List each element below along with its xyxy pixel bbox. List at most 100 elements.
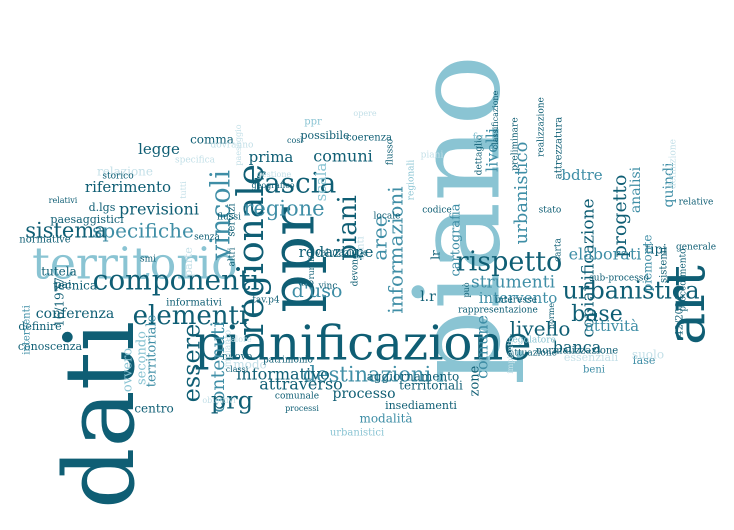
cloud-word: piano	[389, 55, 527, 386]
cloud-word: devono	[351, 254, 361, 287]
cloud-word: insediamenti	[385, 399, 457, 412]
cloud-word: d.lgs	[89, 201, 116, 214]
cloud-word: centro	[134, 402, 173, 416]
cloud-word: relazione	[97, 165, 153, 179]
cloud-word: parte	[182, 247, 195, 277]
cloud-word: possibile	[300, 129, 349, 142]
cloud-word: informazioni	[384, 186, 408, 313]
cloud-word: 42/2004	[675, 295, 686, 337]
cloud-word: lr	[429, 250, 443, 260]
cloud-word: dovranno	[211, 141, 254, 151]
cloud-word: informativo	[236, 365, 330, 384]
cloud-word: conoscenza	[18, 340, 83, 353]
cloud-word: preliminare	[511, 117, 521, 170]
cloud-word: opere	[353, 109, 376, 118]
cloud-word: intervento	[479, 289, 558, 307]
cloud-word: stato	[539, 206, 562, 216]
cloud-word: paesaggistici	[50, 213, 124, 226]
cloud-word: riferimento	[85, 178, 171, 196]
cloud-word: flusso	[386, 139, 396, 165]
cloud-word: prima	[249, 148, 294, 166]
cloud-word: zone	[468, 365, 483, 396]
cloud-word: codice	[422, 206, 451, 216]
cloud-word: elaborati	[569, 245, 642, 264]
cloud-word: suolo	[632, 348, 664, 362]
cloud-word: realizzazione	[537, 97, 547, 157]
cloud-word: fascia	[254, 167, 337, 200]
cloud-word: normalizzazione	[536, 346, 619, 357]
cloud-word: tipi	[645, 243, 667, 258]
cloud-word: fonti	[356, 236, 367, 259]
cloud-word: classificazione	[491, 90, 500, 149]
cloud-word: modo	[233, 358, 267, 372]
cloud-word: gestione	[257, 170, 292, 179]
cloud-word: destinazioni	[303, 363, 432, 387]
cloud-word: smi	[140, 255, 156, 265]
cloud-word: norme	[547, 303, 556, 329]
cloud-word: redazione	[299, 243, 374, 261]
cloud-word: flussi	[217, 213, 241, 223]
cloud-word: impianti	[506, 340, 515, 374]
cloud-word: locale	[374, 212, 401, 222]
cloud-word: elementi	[133, 301, 248, 331]
cloud-word: attività	[585, 317, 639, 335]
cloud-word: comunale	[275, 392, 319, 402]
cloud-word: altri	[228, 247, 238, 266]
cloud-word: sistema	[25, 219, 107, 243]
cloud-word: tecnica	[53, 279, 97, 293]
cloud-word: componenti	[93, 264, 260, 297]
cloud-word: rurali	[307, 256, 316, 279]
cloud-word: sub-processo	[589, 274, 649, 284]
cloud-word: definire	[18, 320, 61, 333]
cloud-word: d'uso	[292, 280, 343, 302]
cloud-word: urbanistica	[562, 277, 699, 305]
cloud-word: processo	[332, 386, 395, 402]
cloud-word: sistemi	[659, 247, 670, 283]
cloud-word: così	[287, 136, 303, 145]
cloud-word: valutazione	[315, 249, 368, 259]
cloud-word: beni	[583, 365, 605, 376]
cloud-word: comuni	[313, 147, 373, 166]
cloud-word: secondo	[135, 331, 150, 385]
cloud-word: comune	[473, 315, 492, 379]
cloud-word: geografico	[251, 181, 294, 190]
cloud-word: uso	[298, 279, 314, 289]
cloud-word: generale	[676, 243, 716, 253]
cloud-word: aggiornamento	[367, 370, 459, 384]
cloud-word: prg	[211, 387, 253, 415]
cloud-word: quindi	[661, 162, 677, 207]
cloud-word: tutela	[41, 265, 76, 279]
cloud-word: classi	[226, 365, 249, 374]
cloud-word: regionali	[407, 160, 417, 201]
cloud-word: essenziali	[564, 351, 619, 364]
cloud-word: attrezzatura	[554, 117, 565, 179]
cloud-word: rappresentazione	[458, 306, 538, 316]
cloud-word: procedimento	[679, 248, 689, 311]
cloud-word: base	[571, 302, 623, 327]
cloud-word: normative	[19, 235, 71, 246]
cloud-word: carta	[554, 238, 564, 262]
cloud-word: comma	[190, 133, 234, 147]
cloud-word: conferenza	[36, 306, 114, 322]
cloud-word: contenuti	[207, 321, 229, 412]
cloud-word: livelli	[483, 128, 502, 172]
cloud-word: definizione	[669, 139, 679, 189]
cloud-word: banca	[553, 338, 602, 357]
cloud-word: scala	[312, 163, 330, 202]
cloud-word: regione	[243, 197, 324, 221]
cloud-word: senza	[194, 233, 220, 243]
cloud-word: regolatore	[508, 336, 556, 346]
cloud-word: bdtre	[561, 166, 602, 184]
cloud-word: dettaglio	[475, 135, 485, 176]
cloud-word: pianificazione	[194, 316, 531, 372]
cloud-word: valore	[225, 335, 251, 344]
cloud-word: essere	[178, 324, 206, 403]
cloud-word: interesse	[495, 296, 537, 306]
cloud-word: l.r	[420, 289, 436, 305]
cloud-word: modalità	[359, 412, 412, 426]
cloud-word: attuazione	[509, 349, 557, 359]
cloud-word: relative	[679, 198, 714, 208]
cloud-word: vinc	[318, 282, 338, 292]
